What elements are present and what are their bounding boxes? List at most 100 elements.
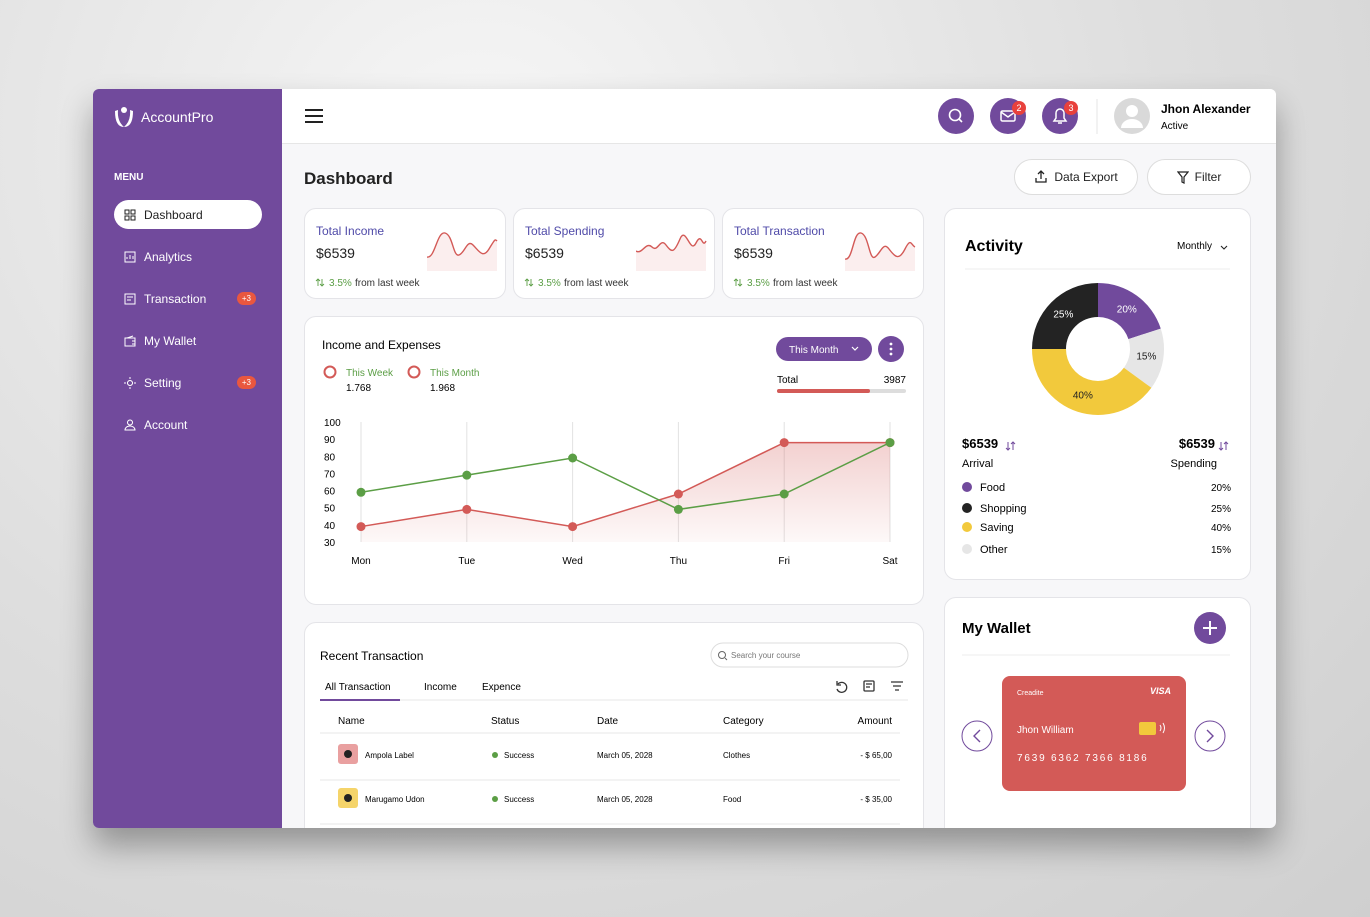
- spark-area: [636, 235, 706, 271]
- point: [462, 470, 472, 480]
- menu-label: Dashboard: [144, 207, 203, 222]
- legend-value: 20%: [1211, 483, 1231, 494]
- sparkline: [636, 234, 707, 271]
- progress-fill: [777, 389, 870, 393]
- cell: March 05, 2028: [597, 751, 653, 760]
- total-value: 3987: [884, 375, 907, 386]
- legend-marker: [323, 365, 337, 379]
- tab[interactable]: All Transaction: [325, 682, 391, 693]
- card-label: Creadite: [1017, 690, 1044, 697]
- point: [885, 438, 895, 448]
- stat-value: $6539: [525, 245, 564, 261]
- icon-path: [124, 209, 136, 220]
- x-tick-label: Thu: [670, 556, 687, 567]
- card-holder: Jhon William: [1017, 725, 1074, 736]
- legend-dot: [962, 503, 972, 513]
- slice-label: 25%: [1053, 309, 1073, 320]
- spark-line: [636, 234, 707, 253]
- icon-path: [124, 419, 136, 430]
- sparkline: [427, 232, 498, 271]
- stat-title: Total Income: [316, 224, 385, 238]
- y-tick-label: 40: [324, 521, 336, 532]
- slice-label: 40%: [1073, 391, 1093, 402]
- stat-note: from last week: [355, 278, 420, 289]
- chip: [1139, 722, 1156, 735]
- export-label: Data Export: [1054, 170, 1118, 184]
- point: [673, 489, 683, 499]
- menu-label: Setting: [144, 375, 182, 390]
- icon-glyph: [344, 794, 352, 802]
- menu-item[interactable]: Transaction +3: [114, 284, 262, 313]
- menu-icon: [124, 335, 136, 346]
- menu-item[interactable]: Account: [114, 410, 262, 439]
- spark-line: [427, 232, 498, 258]
- page-title: Dashboard: [304, 169, 393, 188]
- prev-button[interactable]: [961, 720, 993, 752]
- legend-value: 15%: [1211, 545, 1231, 556]
- y-tick-label: 80: [324, 452, 336, 463]
- menu-item[interactable]: Analytics: [114, 242, 262, 271]
- x-tick-label: Wed: [562, 556, 582, 567]
- cell: March 05, 2028: [597, 795, 653, 804]
- menu-item[interactable]: My Wallet: [114, 326, 262, 355]
- spark-area: [427, 232, 497, 271]
- menu-icon: [124, 251, 136, 262]
- menu-toggle[interactable]: [305, 109, 323, 123]
- legend-dot: [962, 482, 972, 492]
- column-header: Amount: [858, 716, 893, 727]
- menu-item[interactable]: Setting +3: [114, 368, 262, 397]
- x-tick-label: Mon: [351, 556, 370, 567]
- period[interactable]: Monthly: [1177, 241, 1212, 252]
- cell: Marugamo Udon: [365, 795, 425, 804]
- point: [673, 504, 683, 514]
- status-dot: [492, 752, 498, 758]
- column-header: Category: [723, 716, 764, 727]
- next-button[interactable]: [1194, 720, 1226, 752]
- y-tick-label: 100: [324, 418, 341, 429]
- period-button[interactable]: [776, 337, 872, 361]
- legend-total: 1.768: [346, 383, 371, 394]
- wallet-card: My Wallet Creadite VISA Jhon William 763…: [944, 597, 1251, 828]
- header: 2 3 Jhon Alexander Active: [282, 89, 1276, 144]
- cell: Success: [504, 751, 534, 760]
- legend-total: 1.968: [430, 383, 455, 394]
- filter-label: Filter: [1194, 170, 1222, 184]
- activity-card: Activity Monthly $6539 Arrival $6539 Spe…: [944, 208, 1251, 580]
- status-dot: [492, 796, 498, 802]
- badge-bg: [1012, 101, 1026, 115]
- pie-slice: [1032, 283, 1098, 349]
- column-header: Name: [338, 716, 365, 727]
- spending-value: $6539: [1179, 436, 1215, 451]
- column-header: Status: [491, 716, 519, 727]
- menu-item[interactable]: Dashboard: [114, 200, 262, 229]
- tab[interactable]: Expence: [482, 682, 521, 693]
- filter-button[interactable]: Filter: [1147, 159, 1251, 195]
- column-header: Date: [597, 716, 619, 727]
- export-icon: [1035, 170, 1047, 183]
- search-box[interactable]: [710, 642, 909, 668]
- point: [356, 522, 366, 532]
- search-button[interactable]: [938, 98, 974, 134]
- menu-icon: [124, 376, 136, 389]
- user-name: Jhon Alexander: [1161, 102, 1251, 116]
- legend-dot: [962, 522, 972, 532]
- icon-path: [124, 251, 136, 262]
- export-button[interactable]: Data Export: [1014, 159, 1138, 195]
- tab[interactable]: Income: [424, 682, 457, 693]
- trend-icon: [524, 278, 534, 287]
- icon-glyph: [344, 750, 352, 758]
- icon-path: [124, 335, 136, 346]
- legend-label: This Week: [346, 368, 394, 379]
- credit-card[interactable]: [1002, 676, 1186, 791]
- wallet: My Wallet Creadite VISA Jhon William 763…: [961, 612, 1230, 791]
- menu-icon: [124, 209, 136, 220]
- legend-label: Food: [980, 482, 1005, 494]
- brand: AccountPro: [141, 109, 214, 125]
- cell: Ampola Label: [365, 751, 414, 760]
- stat-value: $6539: [734, 245, 773, 261]
- trend-icon: [733, 278, 743, 287]
- tool-icons: [836, 680, 903, 693]
- y-tick-label: 90: [324, 435, 336, 446]
- user-status: Active: [1161, 121, 1189, 132]
